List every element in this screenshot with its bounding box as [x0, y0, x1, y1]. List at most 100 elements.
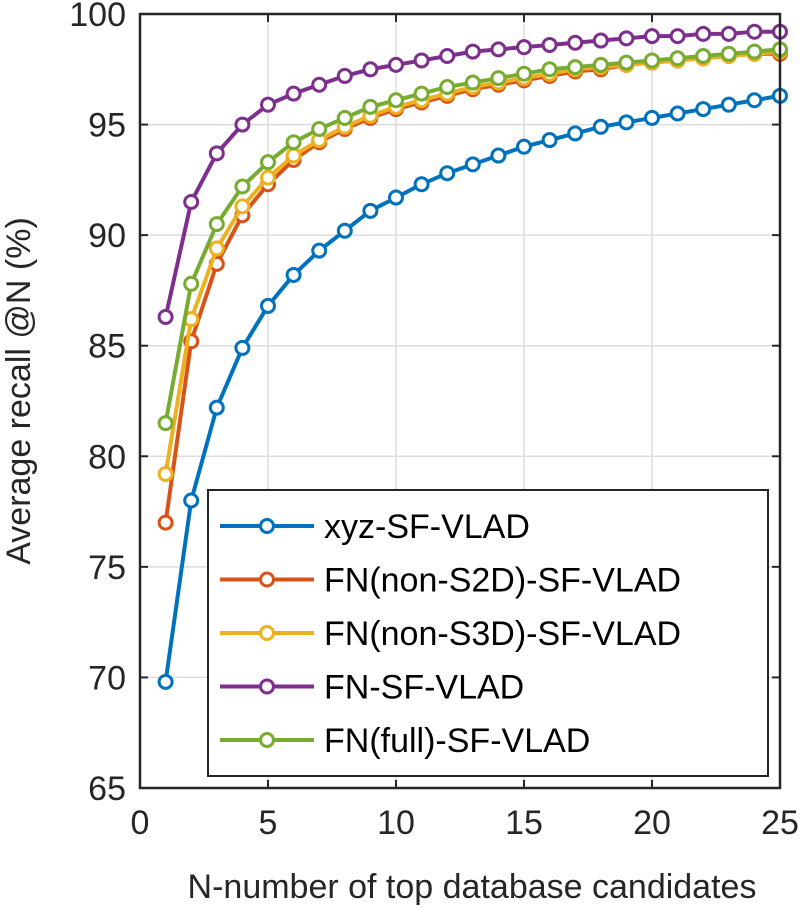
data-point [208, 399, 225, 416]
data-point [413, 52, 430, 69]
data-point [336, 109, 353, 126]
data-point [720, 96, 737, 113]
data-point [644, 52, 660, 69]
data-point [592, 118, 609, 135]
data-point [362, 98, 379, 115]
data-point [618, 114, 635, 131]
legend-swatch-marker [259, 625, 275, 641]
data-point [669, 50, 686, 67]
data-point [695, 48, 712, 65]
data-point [234, 178, 251, 195]
data-point [439, 78, 456, 95]
data-point [464, 74, 481, 91]
data-point [516, 138, 532, 155]
data-point [208, 145, 225, 162]
y-tick-label: 75 [88, 549, 126, 587]
data-point [183, 275, 200, 292]
data-point [592, 32, 609, 49]
data-point [157, 514, 174, 531]
data-point [388, 92, 404, 109]
legend-swatch-marker [259, 732, 275, 748]
data-point [644, 109, 660, 126]
data-point [644, 28, 660, 45]
data-point [541, 61, 558, 78]
data-point [311, 242, 328, 259]
data-point [260, 96, 276, 113]
data-point [746, 23, 763, 40]
legend-swatch-marker [259, 678, 275, 695]
data-point [567, 59, 584, 76]
data-point [618, 30, 635, 47]
data-point [720, 45, 737, 62]
data-point [311, 76, 328, 93]
data-point [285, 266, 302, 283]
data-point [183, 492, 200, 509]
data-point [234, 198, 251, 215]
data-point [388, 56, 404, 73]
y-tick-label: 90 [88, 217, 126, 255]
x-tick-label: 15 [505, 804, 543, 842]
data-point [336, 222, 353, 239]
data-point [311, 120, 328, 137]
data-point [260, 154, 276, 171]
data-point [695, 101, 712, 118]
x-axis-title: N-number of top database candidates [188, 868, 757, 906]
series-FN-SF-VLAD [157, 23, 788, 325]
series-xyz-SF-VLAD [157, 87, 788, 690]
data-point [669, 28, 686, 45]
data-point [490, 70, 507, 87]
legend-label: FN-SF-VLAD [324, 669, 524, 707]
data-point [567, 34, 584, 51]
legend-label: FN(full)-SF-VLAD [324, 722, 590, 760]
data-point [592, 56, 609, 73]
y-tick-label: 85 [88, 328, 126, 366]
data-point [157, 308, 174, 325]
data-point [208, 240, 225, 257]
data-point [413, 176, 430, 193]
legend-swatch-marker [259, 518, 275, 534]
y-tick-label: 65 [88, 770, 126, 808]
data-point [260, 169, 276, 186]
plot-area-frame [138, 12, 782, 790]
data-point [464, 43, 481, 60]
legend-item: FN(non-S2D)-SF-VLAD [220, 562, 681, 600]
legend: xyz-SF-VLAD FN(non-S2D)-SF-VLAD FN(non-S3D… [207, 489, 769, 777]
data-point [234, 116, 251, 133]
data-point [746, 92, 763, 109]
legend-item: xyz-SF-VLAD [220, 508, 530, 546]
data-point [183, 193, 200, 210]
legend-label: xyz-SF-VLAD [324, 508, 530, 546]
y-tick-label: 80 [88, 438, 126, 476]
data-point [541, 132, 558, 149]
data-point [285, 134, 302, 151]
data-point [746, 43, 763, 60]
legend-item: FN-SF-VLAD [220, 669, 524, 707]
data-point [439, 48, 456, 65]
data-point [285, 147, 302, 164]
y-tick-label: 70 [88, 659, 126, 697]
data-point [720, 25, 737, 42]
series-group [157, 23, 788, 690]
data-point [388, 189, 404, 206]
data-point [516, 65, 532, 82]
legend-label: FN(non-S3D)-SF-VLAD [324, 615, 681, 653]
data-point [208, 216, 225, 233]
x-tick-label: 20 [633, 804, 671, 842]
data-point [541, 36, 558, 53]
x-tick-label: 0 [131, 804, 150, 842]
data-point [695, 25, 712, 42]
axis-ticks: 0 5 10 15 20 25 65 70 75 80 85 90 95 100 [69, 0, 799, 842]
data-point [362, 202, 379, 219]
legend-item: FN(non-S3D)-SF-VLAD [220, 615, 681, 653]
data-point [260, 297, 276, 314]
y-tick-label: 100 [69, 0, 126, 34]
data-point [464, 156, 481, 173]
series-FN(full)-SF-VLAD [157, 41, 788, 432]
data-point [336, 67, 353, 84]
legend-swatch-marker [259, 571, 275, 588]
data-point [490, 41, 507, 58]
data-point [490, 147, 507, 164]
data-point [618, 54, 635, 71]
